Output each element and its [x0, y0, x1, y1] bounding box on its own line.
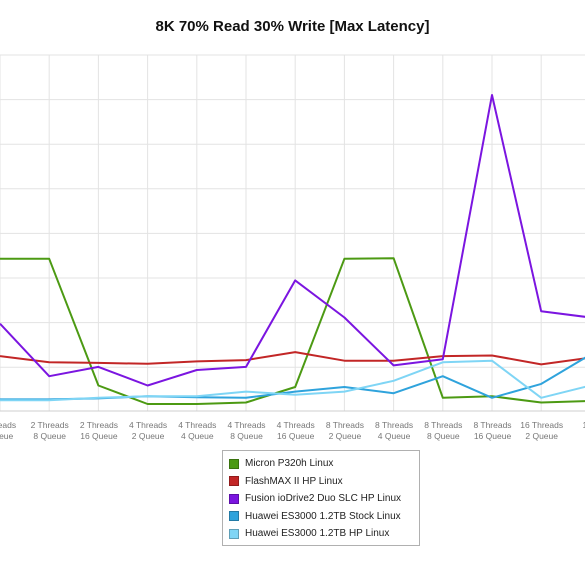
series-line	[0, 94, 585, 387]
x-tick-label: 8 Threads	[424, 420, 462, 430]
x-tick-label: 8 Queue	[427, 431, 460, 441]
x-tick-label: 8 Queue	[33, 431, 66, 441]
legend-item: Fusion ioDrive2 Duo SLC HP Linux	[229, 490, 413, 508]
series-layer	[0, 94, 585, 405]
legend-label: FlashMAX II HP Linux	[245, 475, 343, 487]
x-tick-label: 2 Queue	[525, 431, 558, 441]
x-tick-label: 16 Queue	[474, 431, 512, 441]
x-tick-label: 2 Queue	[132, 431, 165, 441]
legend-item: Huawei ES3000 1.2TB Stock Linux	[229, 508, 413, 526]
legend-label: Huawei ES3000 1.2TB Stock Linux	[245, 510, 401, 522]
x-tick-label: 8 Threads	[375, 420, 413, 430]
series-line	[0, 257, 585, 405]
x-tick-label: Queue	[0, 431, 14, 441]
legend-item: Micron P320h Linux	[229, 455, 413, 473]
legend-label: Huawei ES3000 1.2TB HP Linux	[245, 528, 390, 540]
x-tick-label: 4 Queue	[378, 431, 411, 441]
legend-label: Micron P320h Linux	[245, 458, 334, 470]
legend-swatch	[229, 528, 239, 539]
x-tick-label: 4 Threads	[129, 420, 167, 430]
x-tick-label: 4 Threads	[178, 420, 216, 430]
chart-title: 8K 70% Read 30% Write [Max Latency]	[155, 18, 430, 35]
x-tick-label: 8 Queue	[230, 431, 263, 441]
legend-item: Huawei ES3000 1.2TB HP Linux	[229, 525, 413, 543]
legend-swatch	[229, 458, 239, 469]
x-tick-label: 16 T	[582, 420, 585, 430]
chart-legend: Micron P320h Linux FlashMAX II HP Linux Fu…	[222, 450, 420, 546]
x-tick-label: 4 Threads	[227, 420, 265, 430]
series-line	[0, 351, 585, 366]
x-tick-label: Threads	[0, 420, 16, 430]
legend-swatch	[229, 511, 239, 522]
x-tick-label: 2 Queue	[329, 431, 362, 441]
legend-item: FlashMAX II HP Linux	[229, 473, 413, 491]
x-tick-label: 4 Threads	[277, 420, 315, 430]
x-tick-label: 4 Queue	[181, 431, 214, 441]
x-tick-label: 2 Threads	[80, 420, 118, 430]
x-tick-label: 16 Queue	[80, 431, 118, 441]
x-tick-label: 16 Queue	[277, 431, 315, 441]
legend-swatch	[229, 493, 239, 504]
legend-label: Fusion ioDrive2 Duo SLC HP Linux	[245, 493, 402, 505]
x-tick-label: 8 Threads	[473, 420, 511, 430]
series-line	[0, 356, 585, 401]
x-tick-label: 16 Threads	[520, 420, 563, 430]
series-line	[0, 359, 585, 402]
chart-grid	[0, 54, 585, 412]
legend-swatch	[229, 476, 239, 487]
x-tick-label: 8 Threads	[326, 420, 364, 430]
x-tick-label: 2 Threads	[31, 420, 69, 430]
